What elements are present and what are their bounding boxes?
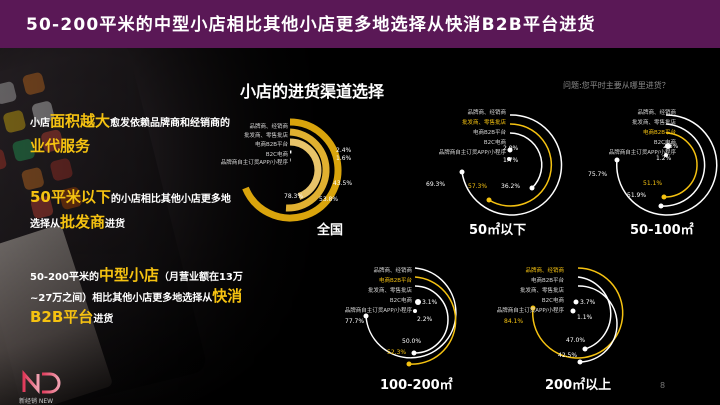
- survey-question: 问题:您平时主要从哪里进货？: [563, 81, 670, 90]
- radial-bar-national: [242, 118, 342, 222]
- chart-over-200: 品牌商、经销商 电商B2B平台 批发商、零售批店 B2C电商 品牌商自主订货AP…: [480, 258, 640, 388]
- chart-50-100: 品牌商、经销商 批发商、零售批店 电商B2B平台 B2C电商 品牌商自主订货AP…: [570, 100, 720, 240]
- chart-title-100-200: 100-200㎡: [380, 378, 453, 393]
- value-national-b2b: 43.5%: [333, 180, 353, 187]
- insight-area-size: 小店面积越大愈发依赖品牌商和经销商的业代服务: [30, 112, 231, 155]
- value-national-b2c: 2.4%: [336, 147, 352, 154]
- value-national-wholesale: 53.8%: [319, 196, 339, 203]
- page-title: 50-200平米的中型小店相比其他小店更多地选择从快消B2B平台进货: [26, 15, 596, 35]
- value-national-app: 1.6%: [336, 155, 352, 162]
- chart-under-50: 品牌商、经销商 批发商、零售批店 电商B2B平台 B2C电商 品牌商自主订货AP…: [410, 100, 563, 240]
- header-bar: 50-200平米的中型小店相比其他小店更多地选择从快消B2B平台进货: [0, 0, 720, 48]
- insight-under-50: 50平米以下的小店相比其他小店更多地选择从批发商进货: [30, 188, 231, 231]
- chart-title-under-50: 50㎡以下: [469, 223, 527, 238]
- new-distribution-logo-icon: [22, 370, 61, 394]
- section-title: 小店的进货渠道选择: [240, 82, 385, 101]
- insight-50-200: 50-200平米的中型小店（月营业额在13万~27万之间）相比其他小店更多地选择…: [30, 266, 243, 326]
- background-phone-photo: [0, 48, 330, 405]
- value-national-brand: 78.3%: [284, 193, 304, 200]
- page-number: 8: [660, 381, 666, 390]
- chart-title-50-100: 50-100㎡: [630, 223, 694, 238]
- chart-100-200: 品牌商、经销商 电商B2B平台 批发商、零售批店 B2C电商 品牌商自主订货AP…: [330, 258, 480, 388]
- chart-title-over-200: 200㎡以上: [545, 378, 612, 393]
- logo-text: 新经销 NEW: [19, 398, 54, 405]
- chart-national: 品牌商、经销商 批发商、零售批店 电商B2B平台 B2C电商 品牌商自主订货AP…: [221, 100, 400, 240]
- chart-title-national: 全国: [317, 223, 344, 238]
